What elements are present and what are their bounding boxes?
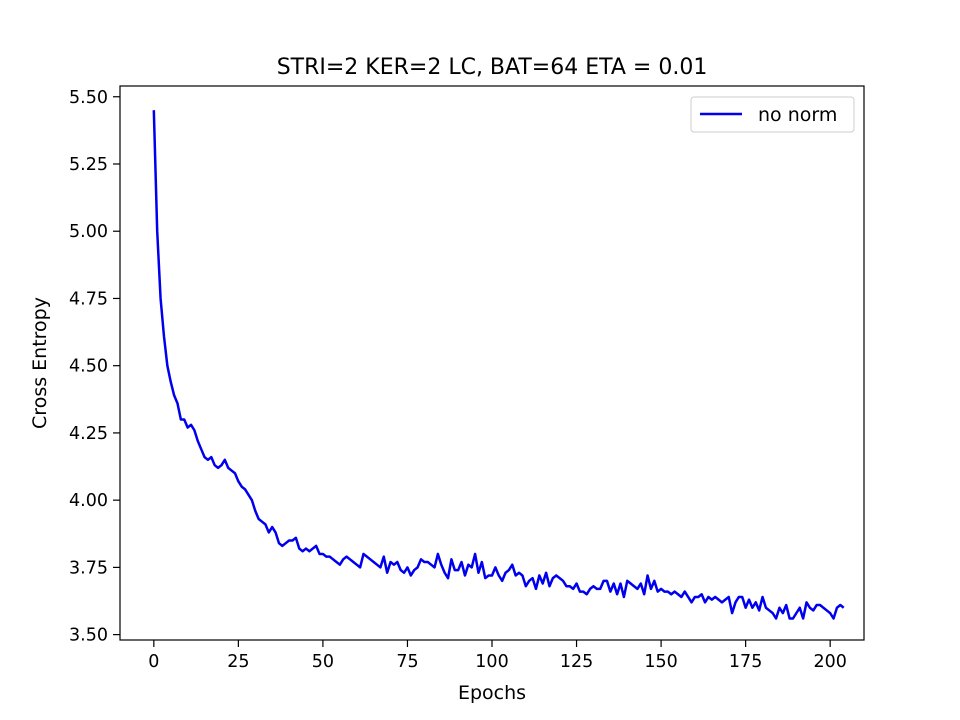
series-layer <box>152 110 845 620</box>
y-tick-label: 4.75 <box>69 289 108 309</box>
legend: no norm <box>690 96 855 133</box>
y-tick-label: 3.75 <box>69 558 108 578</box>
x-tick-label: 200 <box>813 652 846 672</box>
x-tick-label: 125 <box>560 652 593 672</box>
plot-area <box>120 86 864 640</box>
series-line-no-norm <box>152 110 845 620</box>
y-tick-label: 3.50 <box>69 626 108 646</box>
x-tick-label: 25 <box>227 652 249 672</box>
x-tick-label: 100 <box>475 652 508 672</box>
y-tick-label: 4.00 <box>69 491 108 511</box>
y-tick-label: 4.50 <box>69 357 108 377</box>
x-tick-label: 0 <box>148 652 159 672</box>
x-tick-label: 175 <box>729 652 762 672</box>
y-tick-label: 4.25 <box>69 424 108 444</box>
legend-label-no-norm: no norm <box>758 104 837 126</box>
y-tick-label: 5.50 <box>69 88 108 108</box>
x-tick-label: 150 <box>644 652 677 672</box>
legend-box <box>690 96 855 133</box>
x-axis-ticks: 0 25 50 75 100 125 150 175 200 <box>148 640 847 672</box>
y-axis-ticks: 3.50 3.75 4.00 4.25 4.50 4.75 5.00 5.25 5.50 <box>69 88 120 646</box>
y-tick-label: 5.00 <box>69 222 108 242</box>
x-axis-label: Epochs <box>458 682 526 704</box>
plot-frame <box>119 85 865 641</box>
y-axis-label: Cross Entropy <box>29 297 51 429</box>
y-tick-label: 5.25 <box>69 155 108 175</box>
x-tick-label: 75 <box>396 652 418 672</box>
x-tick-label: 50 <box>312 652 334 672</box>
chart-title: STRI=2 KER=2 LC, BAT=64 ETA = 0.01 <box>277 55 708 80</box>
